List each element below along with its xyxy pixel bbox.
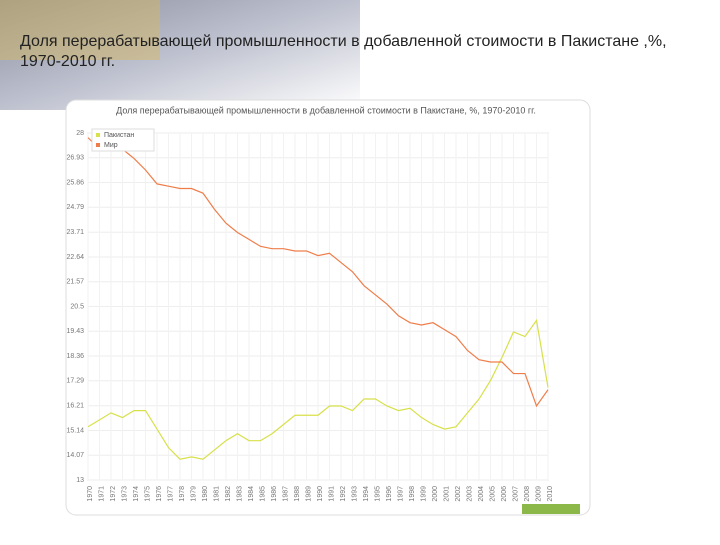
x-tick-label: 1993: [351, 486, 358, 502]
line-series: [87, 318, 549, 460]
x-tick-label: 1971: [98, 486, 105, 502]
legend-label: Пакистан: [104, 132, 134, 139]
x-tick-label: 1997: [397, 486, 404, 502]
y-tick-label: 20.5: [70, 303, 84, 310]
slide-title: Доля перерабатывающей промышленности в д…: [20, 33, 667, 70]
y-tick-label: 17.29: [66, 378, 84, 385]
y-tick-label: 22.64: [66, 254, 84, 261]
header-image-accent: [0, 0, 160, 60]
y-tick-label: 26.93: [66, 155, 84, 162]
x-tick-label: 2000: [432, 486, 439, 502]
y-tick-label: 15.14: [66, 427, 84, 434]
y-tick-label: 28: [76, 130, 84, 137]
x-tick-label: 1992: [340, 486, 347, 502]
x-tick-label: 1983: [236, 486, 243, 502]
x-tick-label: 1990: [317, 486, 324, 502]
header-image: [0, 0, 360, 110]
x-tick-label: 2004: [478, 486, 485, 502]
x-tick-label: 1985: [259, 486, 266, 502]
x-tick-label: 1975: [144, 486, 151, 502]
x-tick-label: 1977: [167, 486, 174, 502]
x-tick-label: 1981: [213, 486, 220, 502]
x-tick-label: 2006: [501, 486, 508, 502]
x-tick-label: 1988: [294, 486, 301, 502]
x-tick-label: 1980: [202, 486, 209, 502]
x-tick-label: 1972: [110, 486, 117, 502]
x-tick-label: 2010: [547, 486, 554, 502]
legend-label: Мир: [104, 142, 118, 149]
legend-swatch: [96, 143, 100, 147]
x-tick-label: 2005: [489, 486, 496, 502]
x-tick-label: 1978: [179, 486, 186, 502]
y-tick-label: 18.36: [66, 353, 84, 360]
x-tick-label: 1996: [386, 486, 393, 502]
legend-swatch: [96, 133, 100, 137]
y-tick-label: 13: [76, 477, 84, 484]
x-tick-label: 2007: [512, 486, 519, 502]
x-tick-label: 1984: [248, 486, 255, 502]
y-tick-label: 23.71: [66, 229, 84, 236]
x-tick-label: 1989: [305, 486, 312, 502]
x-tick-label: 1999: [420, 486, 427, 502]
x-tick-label: 1994: [363, 486, 370, 502]
x-tick-label: 1970: [87, 486, 94, 502]
x-tick-label: 1991: [328, 486, 335, 502]
x-tick-label: 1979: [190, 486, 197, 502]
y-tick-label: 16.21: [66, 403, 84, 410]
x-tick-label: 1982: [225, 486, 232, 502]
slide-title-box: Доля перерабатывающей промышленности в д…: [20, 33, 667, 70]
y-tick-label: 24.79: [66, 204, 84, 211]
x-tick-label: 1976: [156, 486, 163, 502]
y-tick-label: 14.07: [66, 452, 84, 459]
x-tick-label: 1987: [282, 486, 289, 502]
x-tick-label: 2008: [524, 486, 531, 502]
x-tick-label: 1995: [374, 486, 381, 502]
line-series: [87, 137, 549, 408]
y-tick-label: 25.86: [66, 179, 84, 186]
x-tick-label: 1973: [121, 486, 128, 502]
x-tick-label: 2002: [455, 486, 462, 502]
x-tick-label: 1974: [133, 486, 140, 502]
x-tick-label: 2009: [535, 486, 542, 502]
x-tick-label: 2001: [443, 486, 450, 502]
y-tick-label: 21.57: [66, 279, 84, 286]
x-tick-label: 1986: [271, 486, 278, 502]
x-tick-label: 2003: [466, 486, 473, 502]
y-tick-label: 19.43: [66, 328, 84, 335]
decoration: [522, 504, 580, 514]
legend-box: [91, 128, 155, 152]
chart-title: Доля перерабатывающей промышленности в д…: [116, 105, 536, 115]
x-tick-label: 1998: [409, 486, 416, 502]
